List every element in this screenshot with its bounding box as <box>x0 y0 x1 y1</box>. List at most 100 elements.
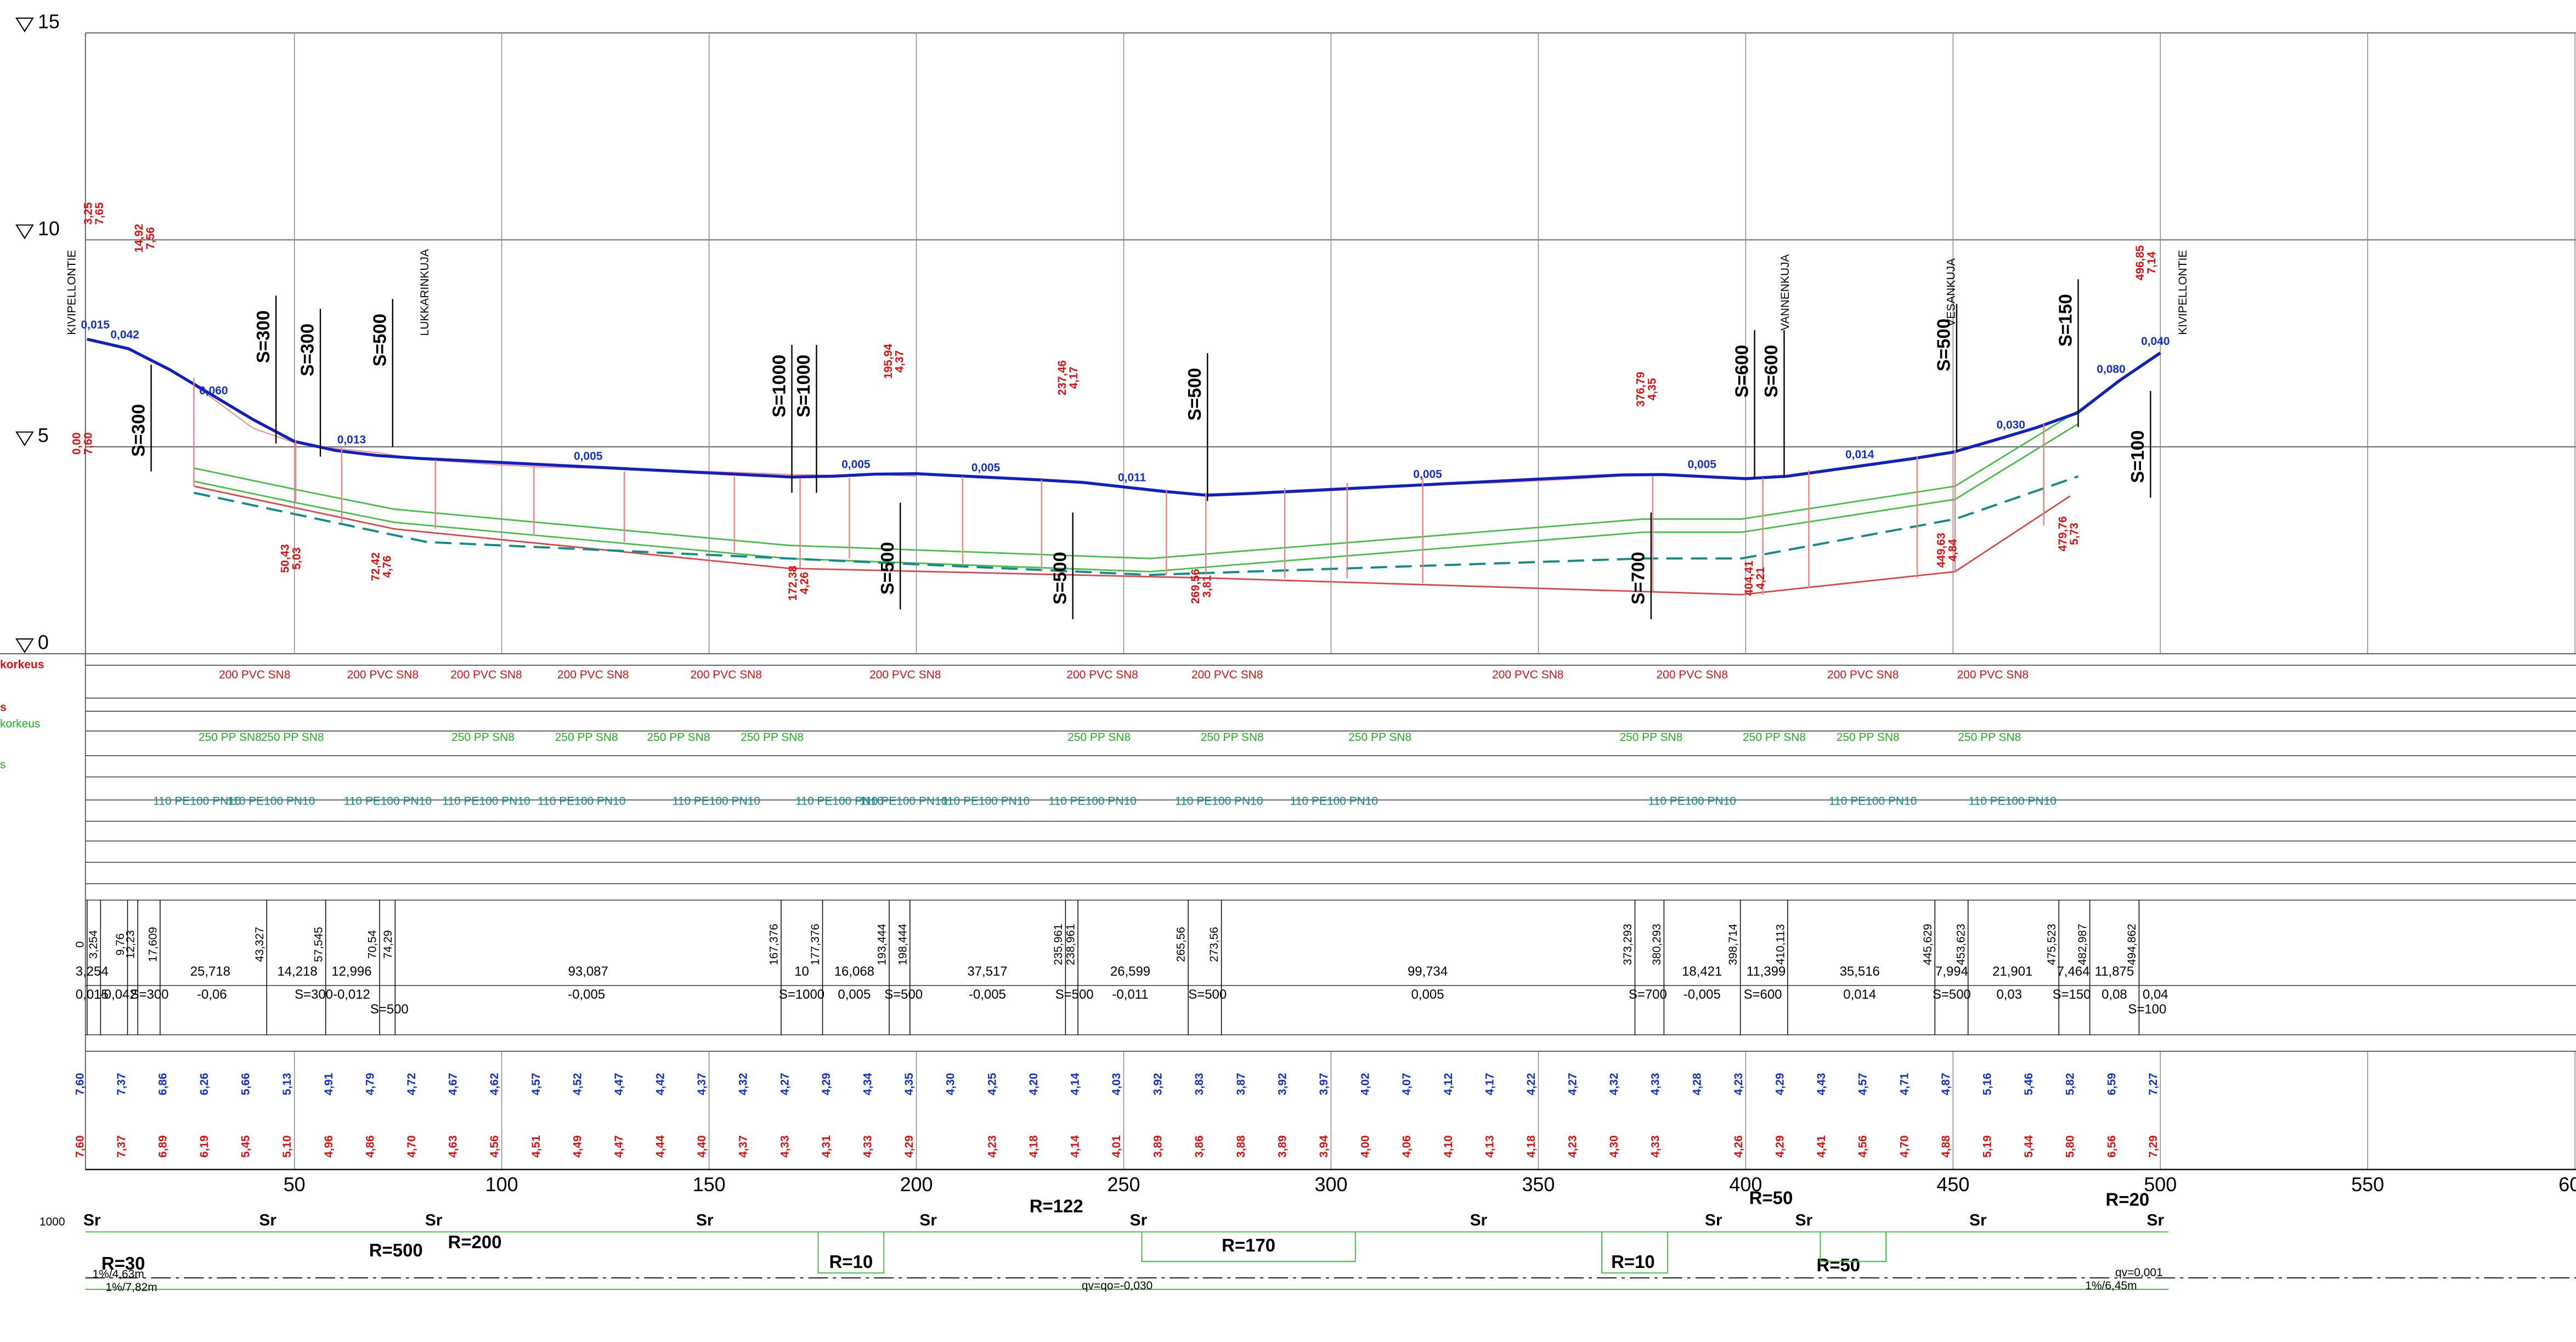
ground-elevation: 6,89 <box>156 1135 169 1158</box>
ground-elevation: 4,26 <box>1732 1135 1745 1158</box>
vertical-curve: S=600 <box>1731 345 1752 398</box>
ground-elevation: 5,19 <box>1981 1135 1993 1158</box>
length-label: 18,421 <box>1682 964 1722 979</box>
storm-pipe-bottom <box>194 423 2079 573</box>
chainage-tick-label: 350 <box>1522 1173 1555 1196</box>
pipe-label: 110 PE100 PN10 <box>344 795 432 808</box>
design-elevation: 7,60 <box>74 1073 86 1095</box>
chainage-tick-label: 150 <box>693 1173 726 1196</box>
design-elevation: 4,47 <box>613 1073 625 1095</box>
point-elevation: 3,81 <box>1201 575 1213 598</box>
pipe-label: 250 PP SN8 <box>1837 731 1900 744</box>
elevation-marker <box>15 638 34 654</box>
pipe-label: 250 PP SN8 <box>261 731 324 744</box>
ground-elevation: 5,44 <box>2023 1135 2035 1158</box>
ground-elevation: 4,63 <box>447 1135 460 1158</box>
design-elevation: 4,62 <box>488 1073 501 1095</box>
grade-label: 0,005 <box>574 450 603 463</box>
pipe-label: 110 PE100 PN10 <box>1048 795 1136 808</box>
design-elevation: 4,87 <box>1940 1073 1952 1095</box>
ground-elevation: 4,88 <box>1940 1135 1952 1158</box>
pipe-label: 250 PP SN8 <box>451 731 515 744</box>
station-label: 273,56 <box>1208 927 1221 962</box>
table-curve: S=150 <box>2053 987 2091 1002</box>
ground-elevation: 5,45 <box>240 1135 252 1158</box>
chainage-tick-label: 50 <box>284 1173 306 1196</box>
table-grade: -0,011 <box>1112 987 1148 1002</box>
ground-elevation: 4,18 <box>1525 1135 1538 1158</box>
length-label: 21,901 <box>1992 964 2032 979</box>
table-grade: -0,005 <box>1684 987 1721 1002</box>
design-elevation: 4,14 <box>1069 1073 1081 1095</box>
grade-label: 0,005 <box>971 462 1001 474</box>
grade-label: 0,015 <box>81 319 110 331</box>
design-elevation: 4,67 <box>447 1073 460 1095</box>
station-label: 410,113 <box>1774 924 1787 965</box>
length-label: 11,875 <box>2095 964 2134 979</box>
design-elevation: 4,07 <box>1400 1073 1413 1095</box>
grade-label: 0,040 <box>2141 335 2170 348</box>
storm-pipe <box>194 410 2079 559</box>
point-elevation: 4,35 <box>1646 378 1658 400</box>
station-label: 373,293 <box>1622 924 1634 965</box>
table-curve: S=700 <box>1629 987 1667 1002</box>
point-elevation: 4,17 <box>1067 367 1080 389</box>
grade-label: 0,013 <box>337 434 366 446</box>
station-label: 167,376 <box>767 924 780 965</box>
straight-label: Sr <box>2146 1211 2164 1229</box>
point-station: 479,76 <box>2057 516 2069 551</box>
pipe-label: 110 PE100 PN10 <box>795 795 883 808</box>
point-station: 50,43 <box>279 544 292 573</box>
vertical-curve: S=500 <box>370 314 390 366</box>
grade-label: 0,005 <box>841 458 871 471</box>
pipe-label: 110 PE100 PN10 <box>1648 795 1736 808</box>
design-elevation: 5,16 <box>1981 1073 1993 1095</box>
chainage-tick-label: 500 <box>2144 1173 2177 1196</box>
chainage-tick-label: 400 <box>1729 1173 1762 1196</box>
vertical-curve: S=500 <box>877 542 897 594</box>
design-elevation: 4,02 <box>1359 1073 1372 1095</box>
point-station: 14,92 <box>133 224 145 252</box>
table-grade: 0,03 <box>1996 987 2022 1002</box>
point-elevation: 4,21 <box>1754 567 1767 590</box>
pipe-label: 110 PE100 PN10 <box>538 795 625 808</box>
pipe-label: 200 PVC SN8 <box>1657 669 1728 681</box>
straight-label: Sr <box>83 1211 101 1229</box>
design-elevation: 4,33 <box>1649 1073 1662 1095</box>
station-label: 494,862 <box>2126 924 2138 965</box>
ground-elevation: 4,96 <box>323 1135 335 1158</box>
alignment-note: 1%/4,63m <box>92 1268 144 1281</box>
design-elevation: 4,29 <box>820 1073 833 1095</box>
station-label: 9,76 <box>114 933 127 956</box>
vertical-curve: S=500 <box>1184 368 1205 421</box>
ground-elevation: 3,89 <box>1276 1135 1289 1158</box>
vertical-curve: S=100 <box>2127 431 2148 483</box>
station-label: 475,523 <box>2046 924 2058 965</box>
elevation-tick-label: 5 <box>38 424 49 446</box>
elevation-tick-label: 15 <box>38 10 60 32</box>
point-station: 376,79 <box>1634 372 1647 407</box>
pipe-label: 200 PVC SN8 <box>691 669 762 681</box>
point-station: 195,94 <box>882 344 895 379</box>
street-name: LUKKARINKUJA <box>419 249 431 336</box>
length-label: 26,599 <box>1110 964 1150 979</box>
pipe-label: 110 PE100 PN10 <box>153 795 241 808</box>
design-elevation: 5,66 <box>240 1073 252 1095</box>
row-label: s <box>0 701 7 714</box>
table-curve: S=500 <box>1188 987 1227 1002</box>
chainage-tick-label: 550 <box>2351 1173 2384 1196</box>
ground-elevation: 4,51 <box>530 1135 543 1158</box>
ground-elevation: 4,10 <box>1442 1135 1455 1158</box>
station-label: 3,254 <box>87 930 100 959</box>
ground-elevation: 3,86 <box>1193 1135 1206 1158</box>
ground-elevation: 4,01 <box>1110 1135 1123 1158</box>
radius-label: R=170 <box>1222 1235 1275 1255</box>
station-label: 198,444 <box>896 924 909 965</box>
street-name: VANNENKUJA <box>1779 254 1792 330</box>
chainage-tick-label: 200 <box>900 1173 933 1196</box>
row-label: korkeus <box>0 659 44 671</box>
ground-elevation: 4,40 <box>696 1135 708 1158</box>
curve-box <box>817 1232 885 1274</box>
pipe-label: 110 PE100 PN10 <box>673 795 760 808</box>
